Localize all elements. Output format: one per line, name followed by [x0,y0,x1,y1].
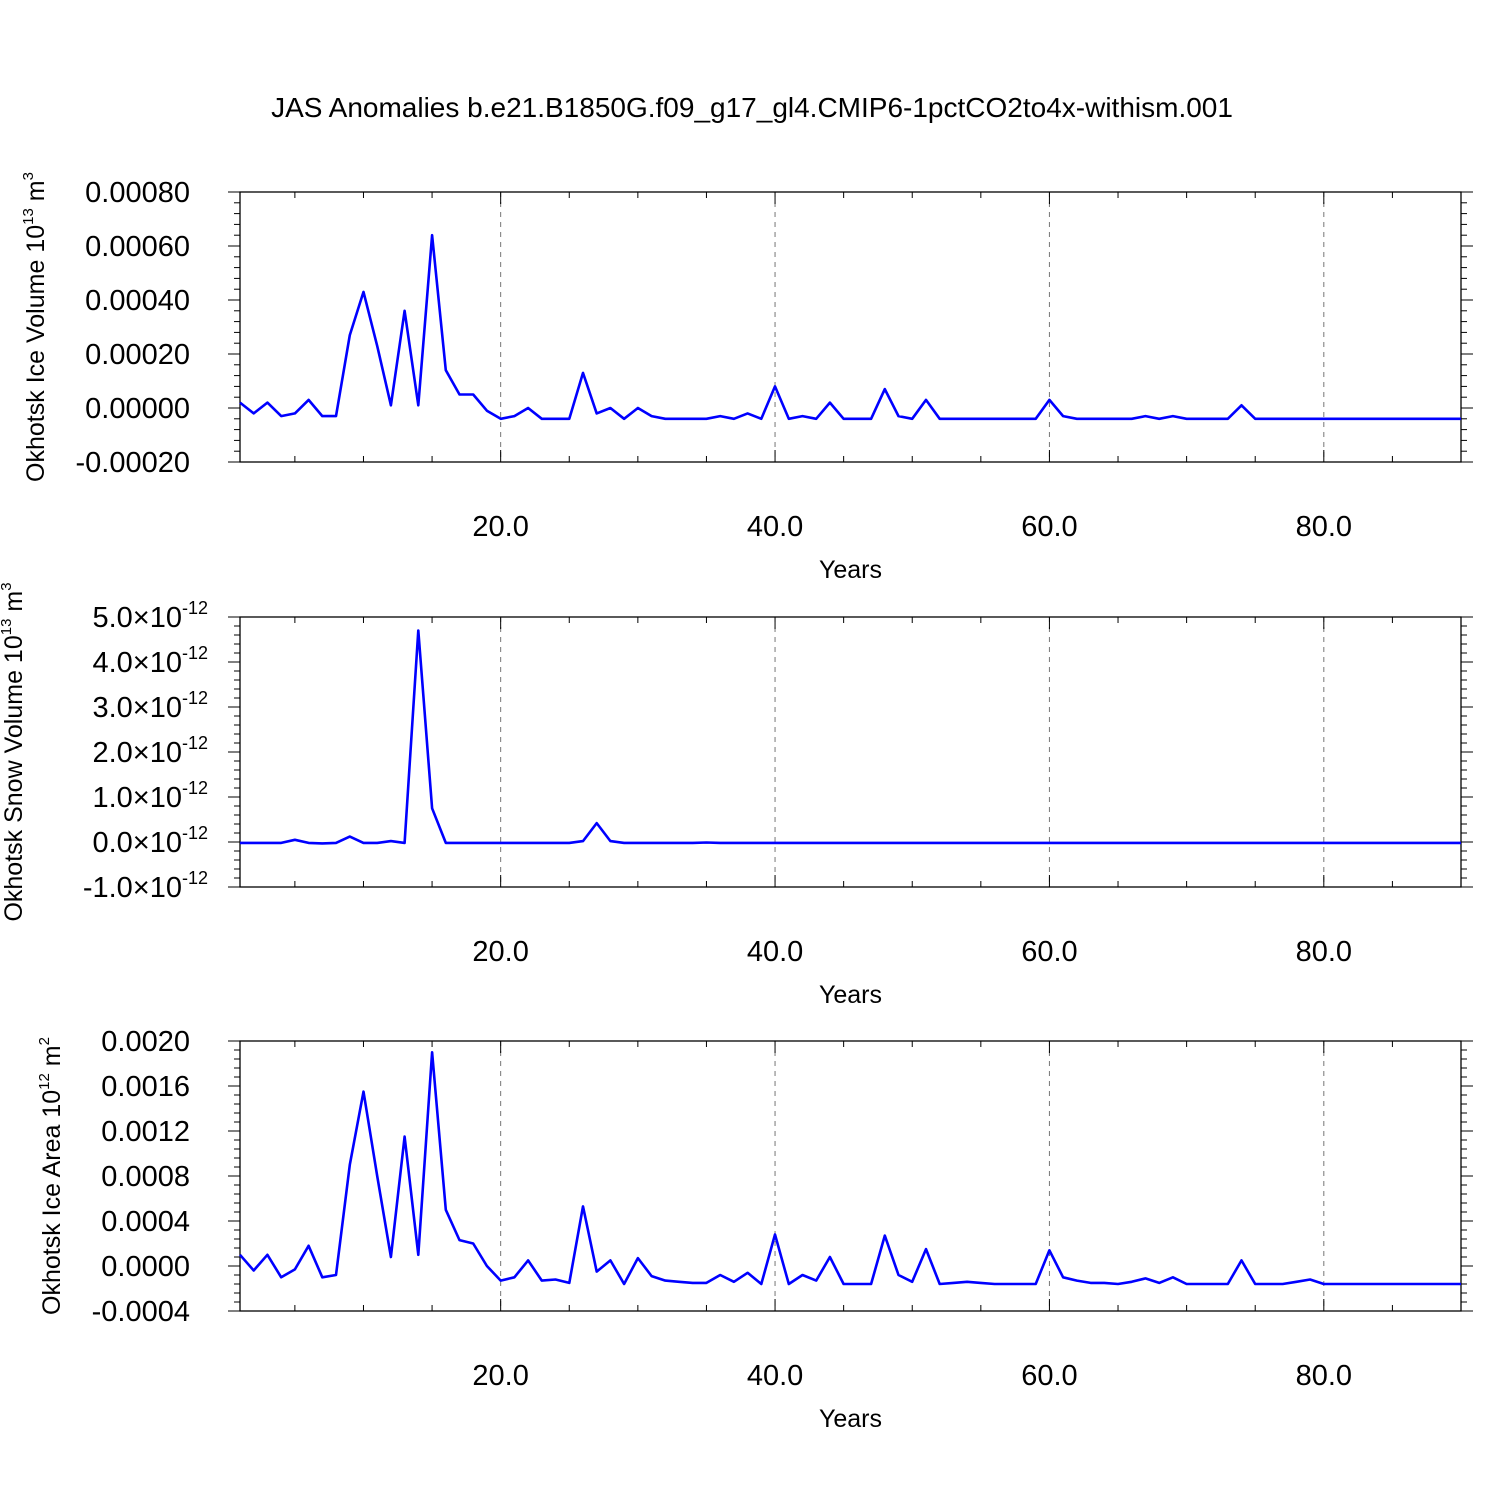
y-tick-label: 0.0004 [101,1206,190,1238]
y-tick-label: 2.0×10-12 [92,733,208,769]
y-tick-label: 0.0×10-12 [92,823,208,859]
y-tick-label: 0.0008 [101,1161,190,1193]
x-axis-label: Years [819,556,882,584]
series-line [239,1051,1461,1286]
x-tick-label: 20.0 [472,1360,528,1392]
plot-frame [239,1040,1462,1312]
y-tick-label: -1.0×10-12 [83,868,208,904]
x-tick-label: 40.0 [747,936,803,968]
x-tick-label: 40.0 [747,511,803,543]
y-tick-label: 0.0000 [101,1251,190,1283]
y-tick-label: 5.0×10-12 [92,598,208,634]
y-tick-label: 0.00020 [85,339,190,371]
x-tick-label: 20.0 [472,936,528,968]
series-line [239,233,1461,421]
x-tick-label: 60.0 [1021,936,1077,968]
series-line [240,629,1461,845]
y-tick-label: -0.0004 [92,1296,190,1328]
panel-3: 20.0 40.0 60.0 80.0 -0.0004 0.0000 0.0004 0.000… [36,1026,1473,1433]
x-tick-label: 20.0 [472,511,528,543]
y-tick-label: 0.0012 [101,1116,190,1148]
figure-title: JAS Anomalies b.e21.B1850G.f09_g17_gl4.C… [271,92,1233,123]
panel-1: 20.0 40.0 60.0 80.0 -0.00020 0.00000 0.00020 0.… [20,172,1473,584]
y-tick-label: 3.0×10-12 [92,688,208,724]
y-tick-label: 0.0020 [101,1026,190,1058]
y-axis-label: Okhotsk Snow Volume 1013 m3 [0,582,28,921]
y-tick-label: 0.00000 [85,393,190,425]
y-tick-label: 0.00080 [85,177,190,209]
y-axis-label: Okhotsk Ice Volume 1013 m3 [20,172,50,482]
x-tick-label: 80.0 [1296,511,1352,543]
panel-2: 20.0 40.0 60.0 80.0 -1.0×10-12 0.0×10-12 1.0×1… [0,582,1473,1009]
y-tick-label: 0.0016 [101,1071,190,1103]
plot-frame [239,191,1462,463]
y-tick-label: -0.00020 [76,447,191,479]
x-tick-label: 40.0 [747,1360,803,1392]
x-axis-label: Years [819,981,882,1009]
x-tick-label: 60.0 [1021,511,1077,543]
plot-frame [239,616,1462,888]
y-axis-label: Okhotsk Ice Area 1012 m2 [36,1037,66,1315]
y-tick-label: 0.00060 [85,231,190,263]
x-tick-label: 80.0 [1296,1360,1352,1392]
y-tick-label: 0.00040 [85,285,190,317]
panels: 20.0 40.0 60.0 80.0 -0.00020 0.00000 0.00020 0.… [0,172,1473,1433]
x-tick-label: 80.0 [1296,936,1352,968]
x-tick-label: 60.0 [1021,1360,1077,1392]
y-tick-label: 4.0×10-12 [92,643,208,679]
y-tick-label: 1.0×10-12 [92,778,208,814]
x-axis-label: Years [819,1405,882,1433]
